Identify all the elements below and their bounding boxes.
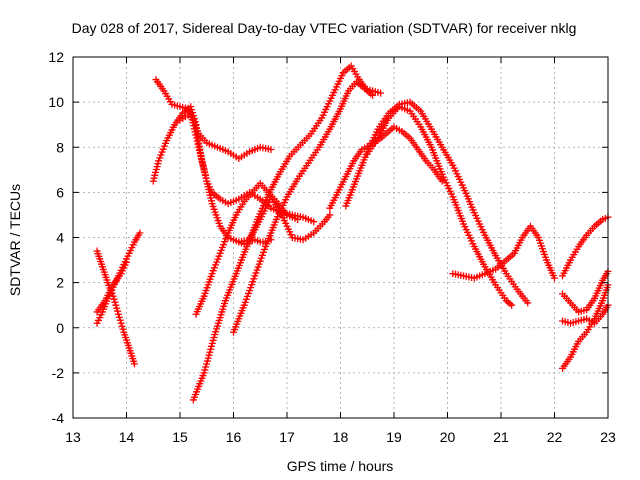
data-point	[131, 360, 139, 368]
data-point	[195, 146, 203, 154]
series-arc-i	[189, 62, 377, 404]
data-point	[193, 134, 201, 142]
data-point	[187, 109, 195, 117]
series-arc-j	[230, 78, 385, 336]
data-point	[113, 304, 121, 312]
data-point	[201, 168, 209, 176]
data-point	[326, 211, 334, 219]
x-tick-label: 14	[119, 429, 135, 445]
data-point	[267, 146, 275, 154]
data-point	[199, 162, 207, 170]
chart-title: Day 028 of 2017, Sidereal Day-to-day VTE…	[72, 20, 577, 36]
data-point	[188, 106, 196, 114]
data-point	[119, 325, 127, 333]
x-tick-label: 15	[172, 429, 188, 445]
data-point	[192, 131, 200, 139]
data-point	[198, 156, 206, 164]
data-point	[193, 137, 201, 145]
x-tick-label: 13	[65, 429, 81, 445]
series-arc-p	[559, 267, 612, 316]
x-tick-label: 18	[333, 429, 349, 445]
y-tick-label: -2	[52, 365, 65, 381]
data-point	[190, 125, 198, 133]
series-arc-l	[342, 98, 532, 307]
y-tick-label: 4	[56, 230, 64, 246]
data-point	[196, 149, 204, 157]
data-point	[194, 140, 202, 148]
data-point	[114, 307, 122, 315]
data-point	[111, 298, 119, 306]
series-arc-e	[149, 103, 318, 226]
data-point	[508, 301, 516, 309]
data-point	[123, 258, 130, 266]
x-tick-label: 21	[493, 429, 509, 445]
x-tick-label: 22	[547, 429, 563, 445]
data-point	[294, 215, 302, 223]
data-point	[189, 119, 197, 127]
data-point	[118, 322, 126, 330]
data-point	[114, 310, 122, 318]
series-arc-b	[93, 247, 139, 368]
y-tick-label: -4	[52, 410, 65, 426]
series-arc-o	[559, 213, 612, 280]
x-tick-label: 19	[386, 429, 402, 445]
series-arc-c	[93, 258, 130, 316]
data-point	[112, 301, 120, 309]
y-tick-label: 0	[56, 320, 64, 336]
data-point	[136, 229, 144, 237]
x-tick-label: 20	[440, 429, 456, 445]
data-point	[310, 218, 318, 226]
series-arc-d	[152, 76, 275, 163]
data-point	[200, 165, 208, 173]
data-point	[187, 103, 195, 111]
grid	[73, 57, 608, 418]
data-point	[115, 313, 123, 321]
data-point	[377, 89, 385, 97]
axis-ticks: 13 14 15 16 17 18 19 20 21 22 23 -4 -2 0 2 4 6 8 10 12	[48, 49, 616, 445]
data-point	[195, 143, 203, 151]
data-point	[117, 319, 125, 327]
data-point	[190, 122, 198, 130]
y-tick-label: 10	[48, 94, 64, 110]
data-point	[551, 274, 558, 282]
data-point	[191, 128, 199, 136]
y-tick-label: 8	[56, 139, 64, 155]
data-point	[109, 292, 117, 300]
y-tick-label: 12	[48, 49, 64, 65]
data-point	[116, 316, 124, 324]
data-point	[188, 116, 196, 124]
series-group	[93, 62, 612, 404]
data-point	[187, 112, 195, 120]
x-tick-label: 17	[279, 429, 295, 445]
data-point	[202, 174, 210, 182]
y-axis-label: SDTVAR / TECUs	[7, 184, 23, 296]
series-arc-g	[192, 179, 302, 318]
data-point	[110, 295, 118, 303]
data-point	[201, 171, 209, 179]
series-arc-n	[449, 222, 558, 282]
x-axis-label: GPS time / hours	[287, 458, 394, 474]
x-tick-label: 16	[226, 429, 242, 445]
y-tick-label: 6	[56, 184, 64, 200]
x-tick-label: 23	[600, 429, 616, 445]
series-arc-m	[363, 103, 516, 309]
data-point	[524, 299, 532, 307]
data-point	[197, 152, 205, 160]
y-tick-label: 2	[56, 275, 64, 291]
data-point	[198, 159, 206, 167]
